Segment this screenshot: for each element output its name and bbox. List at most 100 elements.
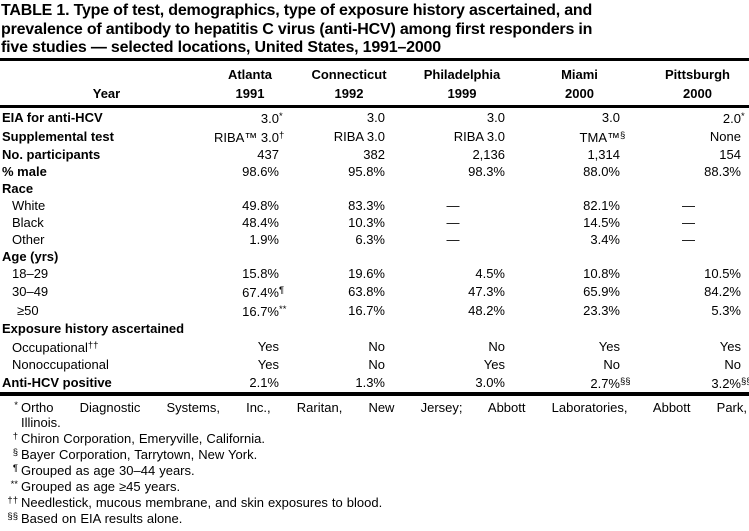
footnote-line: Grouped as age 30–44 years. xyxy=(21,463,195,479)
table-cell: 16.7% xyxy=(348,302,385,318)
table-row: % male 98.6% 95.8% 98.3% 88.0% 88.3% xyxy=(0,163,749,180)
table-cell: RIBA™ 3.0† xyxy=(213,129,285,145)
table-cell: — xyxy=(682,214,695,230)
row-label: % male xyxy=(2,163,47,179)
table-cell: 3.0 xyxy=(366,109,385,125)
footnote-text: Grouped as age 30–44 years. xyxy=(21,463,747,479)
column-header-miami: Miami xyxy=(561,67,598,82)
footnote-marker: ** xyxy=(10,479,18,491)
table-cell: 67.4%¶ xyxy=(242,284,285,300)
footnote: †† Needlestick, mucous membrane, and skin… xyxy=(2,495,747,511)
table-body: EIA for anti-HCV 3.0* 3.0 3.0 3.0 2.0* Supplem… xyxy=(0,106,749,396)
year-header-row: Year 1991 1992 1999 2000 2000 xyxy=(0,83,749,108)
footnote-text: Based on EIA results alone. xyxy=(21,511,747,527)
row-label: Race xyxy=(2,180,34,196)
table-cell: — xyxy=(446,214,460,230)
footnote-line: Illinois. xyxy=(21,415,61,431)
table-cell: 5.3% xyxy=(711,302,741,318)
table-cell xyxy=(287,320,393,337)
table-header: Atlanta Connecticut Philadelphia Miami Pitts… xyxy=(0,59,749,108)
title-line-2: prevalence of antibody to hepatitis C vi… xyxy=(1,20,593,38)
table-cell: 3.0 xyxy=(601,109,620,125)
footnote: § Bayer Corporation, Tarrytown, New York. xyxy=(2,447,747,463)
table-row: Occupational†† Yes No No Yes Yes xyxy=(0,337,749,356)
table-cell: No xyxy=(488,338,505,354)
footnote-marker: §§ xyxy=(7,510,18,522)
row-label: 18–29 xyxy=(12,265,49,281)
footnote: §§ Based on EIA results alone. xyxy=(2,511,747,527)
footnotes: * Ortho Diagnostic Systems, Inc., Raritan… xyxy=(0,396,749,527)
footnote: * Ortho Diagnostic Systems, Inc., Raritan… xyxy=(2,400,747,432)
table-cell: 19.6% xyxy=(348,265,385,281)
table-cell xyxy=(195,180,287,197)
table-cell: 10.5% xyxy=(704,265,741,281)
table-cell: 10.3% xyxy=(348,214,385,230)
column-year-connecticut: 1992 xyxy=(287,83,393,108)
table-row: Anti-HCV positive 2.1% 1.3% 3.0% 2.7%§§ 3.2%§… xyxy=(0,372,749,396)
row-label: EIA for anti-HCV xyxy=(2,109,103,125)
table-cell: None xyxy=(709,128,741,144)
table-cell: 49.8% xyxy=(242,197,279,213)
table-cell xyxy=(513,180,628,197)
table-cell: 63.8% xyxy=(348,283,385,299)
table-cell: Yes xyxy=(257,356,279,372)
table-cell: No xyxy=(603,356,620,372)
table-cell: 88.0% xyxy=(583,163,620,179)
table-cell: 84.2% xyxy=(704,283,741,299)
footnote-marker: * xyxy=(14,399,18,411)
title-line-3: five studies — selected locations, Unite… xyxy=(1,39,441,56)
table-cell: Yes xyxy=(719,338,741,354)
table-cell: 3.0% xyxy=(393,372,513,396)
table-cell xyxy=(628,248,749,265)
table-cell xyxy=(513,320,628,337)
footnote-marker: †† xyxy=(7,494,18,506)
table-cell: 98.6% xyxy=(242,163,279,179)
city-header-row: Atlanta Connecticut Philadelphia Miami Pitts… xyxy=(0,59,749,83)
table-cell xyxy=(393,320,513,337)
footnote-marker: ¶ xyxy=(12,463,18,475)
table-row: Nonoccupational Yes No Yes No No xyxy=(0,356,749,373)
table-cell: 65.9% xyxy=(583,283,620,299)
table-cell: Yes xyxy=(598,338,620,354)
footnote-line: Chiron Corporation, Emeryville, Californ… xyxy=(21,431,265,447)
footnote-line: Based on EIA results alone. xyxy=(21,510,183,526)
table-cell xyxy=(628,180,749,197)
row-label: Age (yrs) xyxy=(2,248,59,264)
table-cell: 88.3% xyxy=(704,163,741,179)
footnote-text: Grouped as age ≥45 years. xyxy=(21,479,747,495)
row-label: No. participants xyxy=(2,146,101,162)
table-row: Exposure history ascertained xyxy=(0,320,749,337)
table-cell: 4.5% xyxy=(475,265,505,281)
table-cell xyxy=(393,248,513,265)
table-cell: 3.2%§§ xyxy=(628,372,749,396)
table-row: Race xyxy=(0,180,749,197)
table-cell: TMA™§ xyxy=(579,129,626,145)
table-row: Supplemental test RIBA™ 3.0† RIBA 3.0 RIBA … xyxy=(0,127,749,146)
footnote-line: Needlestick, mucous membrane, and skin e… xyxy=(21,494,383,510)
table-row: 30–49 67.4%¶ 63.8% 47.3% 65.9% 84.2% xyxy=(0,282,749,301)
row-label: Other xyxy=(12,231,45,247)
table-cell: 382 xyxy=(363,146,385,162)
column-year-atlanta: 1991 xyxy=(195,83,287,108)
table-cell xyxy=(393,180,513,197)
table-cell xyxy=(195,248,287,265)
table-cell: No xyxy=(368,356,385,372)
table-cell: 2.7%§§ xyxy=(513,372,631,396)
table-cell: 2,136 xyxy=(472,146,505,162)
table-cell xyxy=(287,248,393,265)
table-cell: 14.5% xyxy=(583,214,620,230)
table-cell: Yes xyxy=(257,338,279,354)
table-cell: 16.7%** xyxy=(242,303,287,319)
table-cell: 10.8% xyxy=(583,265,620,281)
table-cell: 15.8% xyxy=(242,265,279,281)
column-year-philadelphia: 1999 xyxy=(393,83,513,108)
table-row: ≥50 16.7%** 16.7% 48.2% 23.3% 5.3% xyxy=(0,301,749,320)
table-cell xyxy=(287,180,393,197)
column-year-miami: 2000 xyxy=(513,83,628,108)
footnote-marker: § xyxy=(12,447,18,459)
table-cell: 2.1% xyxy=(195,372,287,396)
table-cell: No xyxy=(724,356,741,372)
table-cell: No xyxy=(368,338,385,354)
table-cell: — xyxy=(682,197,695,213)
